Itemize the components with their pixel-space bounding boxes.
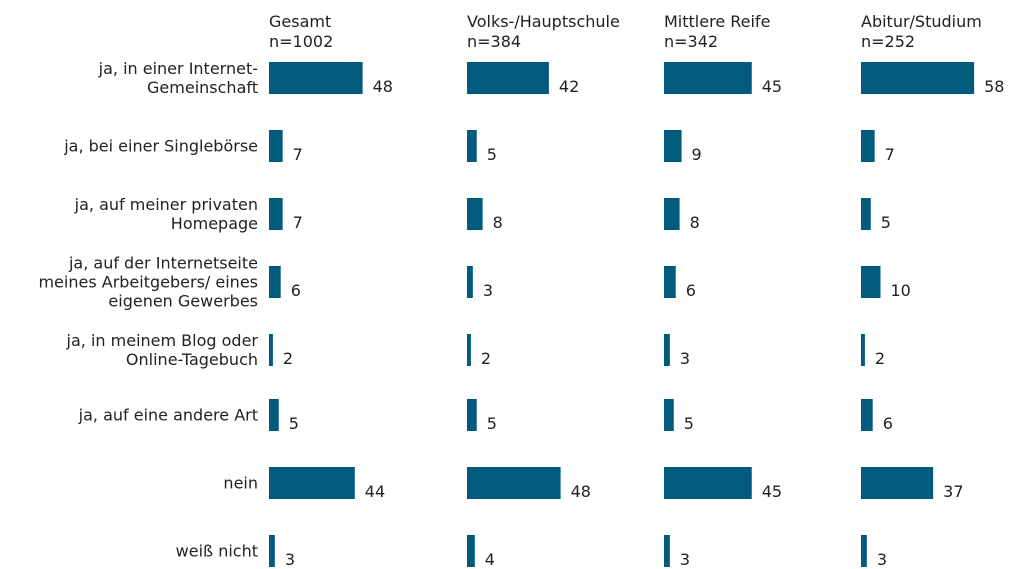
bar (269, 62, 363, 94)
value-label: 3 (483, 281, 493, 300)
bar (861, 334, 865, 366)
value-label: 48 (571, 482, 591, 501)
bar (861, 467, 934, 499)
value-label: 3 (877, 550, 887, 569)
value-label: 9 (692, 145, 702, 164)
bar (861, 198, 871, 230)
bar (664, 198, 680, 230)
bar (664, 130, 682, 162)
bar (269, 399, 279, 431)
panel-title: Volks-/Hauptschule (467, 12, 620, 31)
value-label: 5 (487, 145, 497, 164)
value-label: 5 (289, 414, 299, 433)
bar (467, 266, 473, 298)
bar (664, 467, 752, 499)
value-label: 10 (891, 281, 911, 300)
bar (269, 334, 273, 366)
panel-title: Abitur/Studium (861, 12, 982, 31)
bar (467, 399, 477, 431)
value-label: 48 (373, 77, 393, 96)
value-label: 8 (493, 213, 503, 232)
bar (269, 535, 275, 567)
bar (664, 62, 752, 94)
panel-title: Gesamt (269, 12, 331, 31)
value-label: 42 (559, 77, 579, 96)
value-label: 5 (881, 213, 891, 232)
bar (467, 130, 477, 162)
bar (861, 266, 881, 298)
value-label: 37 (943, 482, 963, 501)
value-label: 8 (690, 213, 700, 232)
value-label: 45 (762, 482, 782, 501)
panel-title: Mittlere Reife (664, 12, 770, 31)
value-label: 6 (686, 281, 696, 300)
bar (467, 62, 549, 94)
value-label: 6 (883, 414, 893, 433)
bar (269, 266, 281, 298)
value-label: 58 (984, 77, 1004, 96)
bar (664, 334, 670, 366)
value-label: 7 (293, 145, 303, 164)
panel-subtitle: n=384 (467, 32, 521, 51)
value-label: 6 (291, 281, 301, 300)
bar (467, 535, 475, 567)
panel-subtitle: n=342 (664, 32, 718, 51)
value-label: 7 (885, 145, 895, 164)
category-label: ja, auf der Internetseite meines Arbeitg… (38, 253, 258, 311)
value-label: 45 (762, 77, 782, 96)
bar (269, 198, 283, 230)
bar (269, 130, 283, 162)
panel-subtitle: n=1002 (269, 32, 333, 51)
bar (664, 266, 676, 298)
bar (467, 198, 483, 230)
value-label: 3 (680, 349, 690, 368)
value-label: 44 (365, 482, 385, 501)
bar (861, 399, 873, 431)
value-label: 4 (485, 550, 495, 569)
bar (664, 535, 670, 567)
category-label: ja, auf meiner privaten Homepage (74, 195, 258, 233)
value-label: 3 (680, 550, 690, 569)
bar (664, 399, 674, 431)
category-label: weiß nicht (175, 541, 258, 561)
panel-subtitle: n=252 (861, 32, 915, 51)
category-label: ja, in meinem Blog oder Online-Tagebuch (66, 331, 258, 369)
value-label: 5 (487, 414, 497, 433)
bar (861, 130, 875, 162)
value-label: 7 (293, 213, 303, 232)
value-label: 2 (283, 349, 293, 368)
bar (467, 467, 561, 499)
category-label: ja, auf eine andere Art (78, 405, 258, 425)
category-label: ja, bei einer Singlebörse (64, 136, 258, 156)
value-label: 2 (875, 349, 885, 368)
value-label: 2 (481, 349, 491, 368)
category-label: nein (223, 473, 258, 493)
bar (269, 467, 355, 499)
value-label: 5 (684, 414, 694, 433)
bar (861, 535, 867, 567)
bar (861, 62, 975, 94)
category-label: ja, in einer Internet-Gemeinschaft (98, 59, 258, 97)
value-label: 3 (285, 550, 295, 569)
bar (467, 334, 471, 366)
